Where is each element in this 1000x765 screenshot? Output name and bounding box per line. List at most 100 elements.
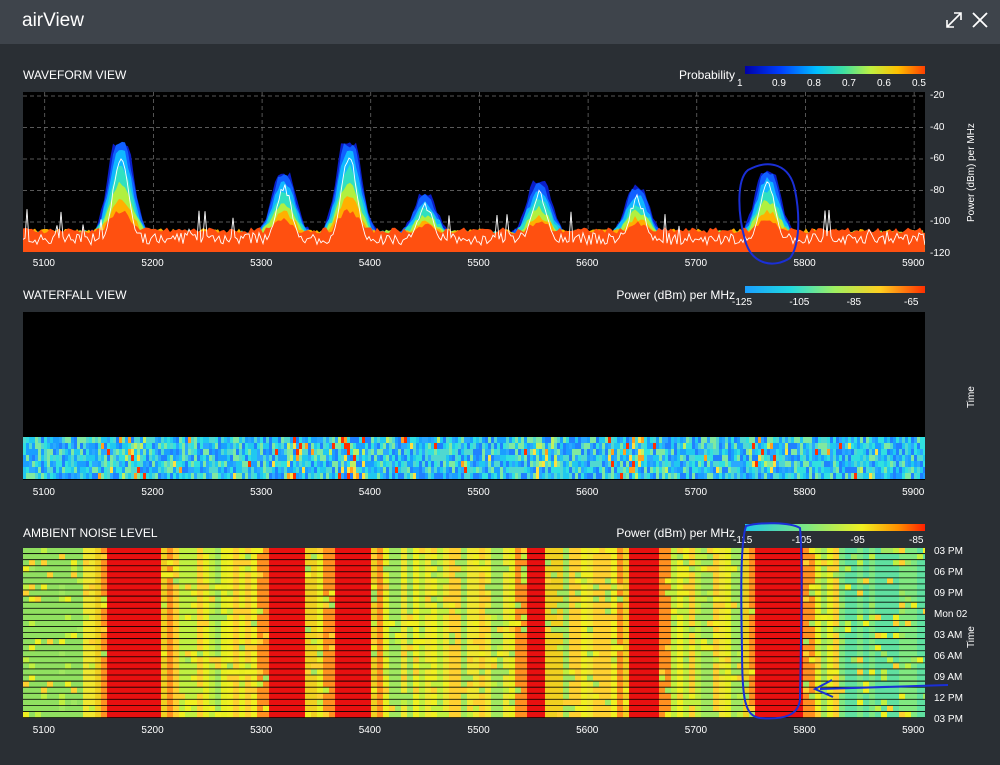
ambient-row [23, 554, 29, 561]
waterfall-x-tick: 5500 [467, 487, 490, 498]
waterfall-colorbar [745, 286, 925, 293]
ambient-x-tick: 5200 [141, 725, 164, 736]
ambient-colorbar [745, 524, 925, 531]
ambient-x-tick: 5300 [250, 725, 273, 736]
waveform-legend-tick: 1 [737, 78, 743, 89]
ambient-row [23, 584, 29, 591]
ambient-legend-title: Power (dBm) per MHz [616, 526, 735, 540]
ambient-plot [23, 548, 925, 718]
waveform-x-tick: 5100 [32, 258, 55, 269]
waterfall-x-tick: 5700 [684, 487, 708, 498]
ambient-row [23, 711, 29, 718]
ambient-row [23, 560, 29, 567]
waveform-x-tick: 5400 [358, 258, 381, 269]
expand-arrows-icon[interactable] [944, 10, 964, 30]
probability-colorbar [745, 66, 925, 74]
waterfall-x-tick: 5800 [793, 487, 816, 498]
window-titlebar: airView [0, 0, 1000, 44]
ambient-x-tick: 5700 [684, 725, 708, 736]
ambient-row [23, 608, 29, 615]
ambient-x-tick: 5400 [358, 725, 381, 736]
waterfall-legend-tick: -105 [789, 297, 810, 308]
ambient-row [23, 578, 29, 585]
waveform-y-tick: -120 [930, 247, 951, 259]
waveform-y-tick: -20 [930, 90, 945, 101]
waveform-x-tick: 5800 [793, 258, 816, 269]
ambient-row [23, 572, 29, 579]
window-title: airView [22, 10, 84, 31]
waveform-legend-tick: 0.7 [842, 78, 856, 89]
ambient-time-tick: 09 PM [934, 588, 963, 599]
waveform-legend-tick: 0.5 [912, 78, 926, 89]
waveform-y-tick: -80 [930, 184, 945, 196]
waterfall-x-tick: 5100 [32, 487, 55, 498]
waveform-x-tick: 5200 [141, 258, 164, 269]
ambient-row [23, 651, 29, 658]
waveform-x-tick: 5700 [684, 258, 708, 269]
waterfall-y-label: Time [966, 386, 977, 408]
waterfall-row [23, 461, 26, 467]
waterfall-plot [23, 312, 925, 480]
ambient-time-tick: 12 PM [934, 693, 963, 704]
waveform-x-tick: 5900 [902, 258, 925, 269]
ambient-legend-tick: -115 [733, 535, 753, 546]
ambient-row [23, 602, 29, 609]
ambient-time-tick: 06 AM [934, 651, 963, 662]
ambient-row [23, 645, 29, 652]
waveform-x-tick: 5600 [576, 258, 599, 269]
waveform-y-tick: -40 [930, 121, 945, 133]
ambient-x-tick: 5500 [467, 725, 490, 736]
waterfall-x-tick: 5600 [576, 487, 599, 498]
ambient-legend-tick: -95 [850, 535, 865, 546]
waveform-legend-title: Probability [678, 68, 735, 82]
waveform-y-tick: -100 [930, 216, 951, 227]
ambient-row [23, 639, 29, 646]
waterfall-row [23, 443, 26, 449]
ambient-legend-tick: -105 [791, 535, 812, 546]
ambient-y-label: Time [966, 626, 977, 648]
ambient-x-tick: 5600 [576, 725, 599, 736]
waterfall-legend-tick: -125 [732, 297, 753, 308]
waveform-probability-layer [23, 209, 925, 252]
waterfall-x-tick: 5200 [141, 487, 164, 498]
waterfall-row [23, 467, 26, 473]
waveform-title: WAVEFORM VIEW [23, 68, 127, 82]
ambient-time-tick: 09 AM [934, 672, 963, 683]
waterfall-row [23, 449, 26, 455]
ambient-title: AMBIENT NOISE LEVEL [23, 526, 158, 540]
waterfall-legend-tick: -65 [904, 297, 919, 308]
ambient-time-tick: Mon 02 [934, 609, 968, 620]
waveform-legend-tick: 0.6 [877, 78, 891, 89]
waveform-x-tick: 5500 [467, 258, 490, 269]
ambient-x-tick: 5900 [902, 725, 925, 736]
ambient-row [23, 669, 29, 676]
ambient-row [23, 693, 29, 700]
waterfall-x-tick: 5900 [902, 487, 925, 498]
ambient-x-tick: 5100 [32, 725, 55, 736]
waterfall-x-tick: 5400 [358, 487, 381, 498]
ambient-row [23, 633, 29, 640]
ambient-row [23, 687, 29, 694]
ambient-row [23, 614, 29, 621]
ambient-x-tick: 5800 [793, 725, 816, 736]
ambient-row [23, 548, 29, 555]
waterfall-x-tick: 5300 [250, 487, 273, 498]
ambient-row [23, 657, 29, 664]
waterfall-row [23, 473, 26, 479]
close-icon[interactable] [970, 10, 990, 30]
waterfall-legend-title: Power (dBm) per MHz [616, 288, 735, 302]
ambient-row [23, 626, 29, 633]
waterfall-legend-tick: -85 [846, 297, 862, 308]
ambient-row [23, 596, 29, 603]
ambient-row [23, 590, 29, 597]
waveform-legend-tick: 0.9 [772, 78, 786, 89]
ambient-row [23, 663, 29, 670]
ambient-row [23, 681, 29, 688]
waterfall-title: WATERFALL VIEW [23, 288, 127, 302]
waveform-plot [23, 92, 925, 252]
waterfall-row [23, 455, 26, 461]
ambient-row [23, 675, 29, 682]
waveform-y-tick: -60 [930, 153, 945, 164]
ambient-legend-tick: -85 [909, 535, 924, 546]
waterfall-row [23, 437, 26, 443]
